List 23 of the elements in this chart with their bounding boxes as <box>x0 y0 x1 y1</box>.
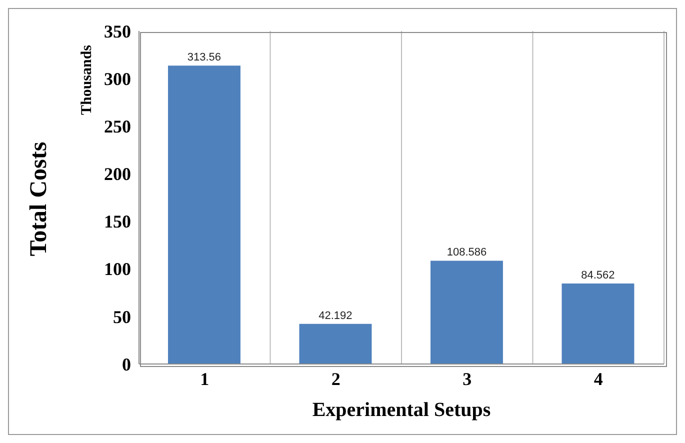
y-tick-label: 150 <box>104 212 131 232</box>
y-tick-label: 200 <box>104 164 131 184</box>
y-tick-label: 0 <box>122 354 131 374</box>
y-axis-title: Total Costs <box>25 140 53 258</box>
x-tick-label: 1 <box>200 368 210 389</box>
data-label: 108.586 <box>446 246 487 259</box>
y-tick-label: 100 <box>104 259 131 280</box>
y-tick-label: 350 <box>104 21 131 42</box>
bar <box>299 324 372 364</box>
x-tick-label: 2 <box>331 368 340 389</box>
y-tick-label: 250 <box>104 116 131 137</box>
data-label: 313.56 <box>187 52 222 64</box>
data-label: 84.562 <box>581 270 615 282</box>
x-tick-label: 4 <box>594 368 603 389</box>
text: Thousands <box>78 44 96 118</box>
bar <box>430 260 503 364</box>
bar <box>562 284 634 364</box>
bar <box>168 66 240 364</box>
data-label: 42.192 <box>318 310 352 322</box>
x-axis-title: Experimental Setups <box>312 399 491 421</box>
x-tick-label: 3 <box>462 368 472 389</box>
y-tick-label: 300 <box>104 68 131 89</box>
y-tick-label: 50 <box>113 306 131 327</box>
